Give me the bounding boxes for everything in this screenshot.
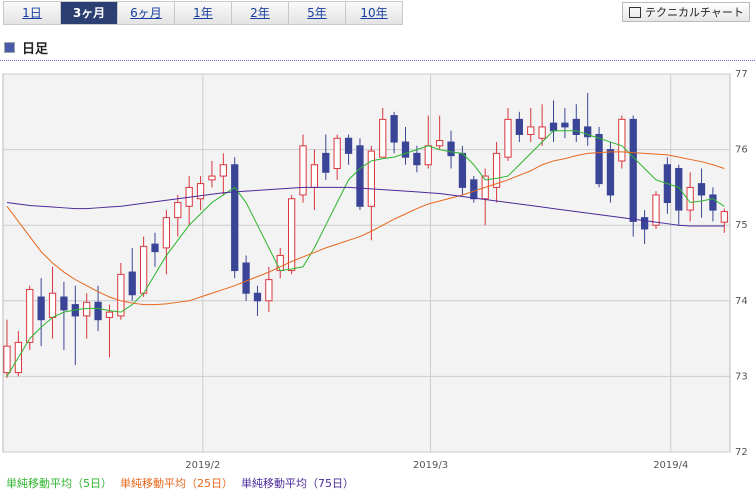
candle-body: [401, 141, 410, 158]
candle-body: [458, 152, 467, 188]
candle-body: [288, 198, 296, 272]
y-tick-label: 73: [735, 371, 748, 382]
candle-body: [379, 118, 387, 158]
candle-body: [265, 279, 273, 302]
y-tick-label: 75: [735, 220, 748, 231]
moving-average-line: [6, 130, 725, 377]
candle-body: [504, 118, 512, 158]
candle-body: [139, 245, 148, 294]
header: 日足: [4, 38, 48, 57]
candle-body: [549, 122, 558, 132]
candle-body: [174, 202, 182, 219]
y-tick-label: 77: [735, 69, 748, 80]
divider: [0, 60, 755, 61]
candle-body: [629, 118, 637, 222]
candle-body: [652, 194, 660, 226]
candle-body: [527, 126, 535, 135]
candle-body: [492, 152, 501, 188]
candle-body: [561, 122, 569, 128]
legend-entry: 単純移動平均（5日）: [6, 476, 112, 490]
plot-area: [2, 73, 731, 453]
x-tick-label: 2019/2: [185, 460, 220, 471]
tab[interactable]: 6ヶ月: [117, 1, 175, 25]
technical-chart-button[interactable]: テクニカルチャート: [622, 2, 750, 22]
y-tick-label: 74: [735, 296, 748, 307]
candle-body: [128, 271, 136, 296]
tab[interactable]: 1年: [174, 1, 232, 25]
candle-body: [208, 175, 216, 181]
candle-body: [424, 145, 432, 166]
candle-body: [697, 183, 706, 196]
candle-body: [322, 152, 330, 173]
candle-body: [219, 164, 227, 177]
tab[interactable]: 1日: [3, 1, 61, 25]
candle-body: [515, 118, 523, 135]
candle-body: [538, 126, 546, 139]
x-tick-label: 2019/4: [653, 460, 688, 471]
candle-body: [595, 133, 603, 185]
candle-body: [470, 179, 478, 200]
candle-body: [162, 217, 171, 249]
x-tick-label: 2019/3: [413, 460, 448, 471]
candle-body: [299, 145, 307, 196]
candle-body: [436, 140, 444, 147]
candle-body: [640, 217, 649, 230]
chart: 72 73 74 75 76 77 2019/2 2019/3 2019/4 単純移動平均（5日）…: [2, 69, 748, 490]
tab[interactable]: 3ヶ月: [60, 1, 118, 25]
y-tick-label: 72: [735, 447, 748, 458]
candle-body: [618, 118, 626, 162]
candle-body: [709, 194, 717, 211]
candle-body: [344, 137, 353, 154]
candle-body: [584, 126, 592, 138]
candle-body: [117, 273, 125, 317]
candle-body: [196, 183, 205, 200]
candle-body: [94, 301, 102, 321]
candle-body: [606, 149, 615, 196]
candle-body: [105, 311, 114, 318]
candle-body: [333, 137, 341, 170]
candle-body: [686, 186, 694, 211]
candle-body: [356, 145, 364, 207]
candle-body: [231, 164, 239, 272]
legend-entry: 単純移動平均（25日）: [120, 476, 233, 490]
candle-body: [447, 141, 455, 157]
candle-body: [367, 150, 375, 207]
tab[interactable]: 10年: [345, 1, 403, 25]
moving-average-line: [6, 151, 725, 306]
candle-body: [720, 211, 728, 223]
candle-body: [390, 115, 398, 143]
candle-body: [48, 292, 57, 318]
y-tick-label: 76: [735, 145, 748, 156]
range-tabs: 1日 3ヶ月 6ヶ月 1年 2年 5年 10年: [3, 1, 403, 25]
tab[interactable]: 2年: [231, 1, 289, 25]
candle-body: [310, 164, 319, 188]
candle-body: [242, 262, 250, 294]
candle-body: [60, 296, 68, 311]
candle-body: [253, 292, 262, 302]
candle-body: [413, 152, 421, 166]
candle-body: [37, 296, 45, 321]
candle-body: [151, 243, 159, 253]
candle-body: [26, 288, 34, 343]
tab[interactable]: 5年: [288, 1, 346, 25]
candle-body: [3, 345, 11, 374]
candle-body: [675, 168, 683, 211]
candle-body: [572, 118, 580, 135]
moving-average-line: [6, 186, 725, 227]
legend-entry: 単純移動平均（75日）: [241, 476, 354, 490]
